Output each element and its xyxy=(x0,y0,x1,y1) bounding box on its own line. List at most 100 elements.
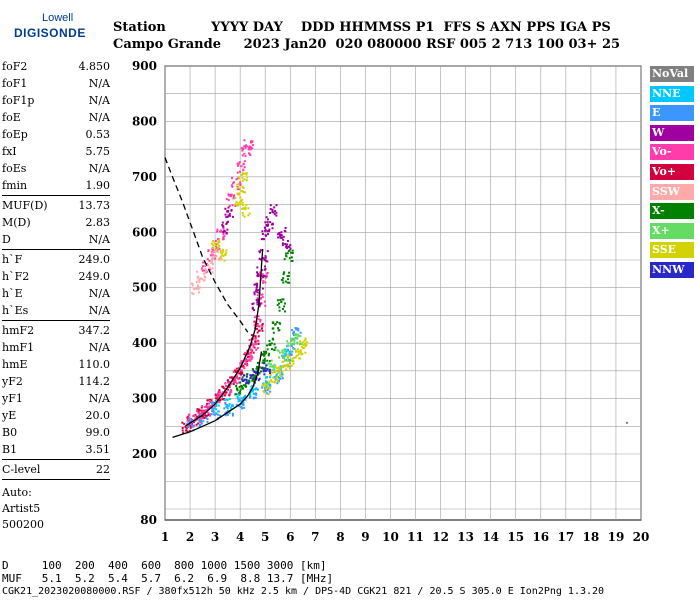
echo-point xyxy=(252,345,255,348)
echo-point xyxy=(288,367,291,370)
echo-point xyxy=(282,238,285,241)
echo-point xyxy=(275,375,278,378)
echo-point xyxy=(222,233,225,236)
echo-point xyxy=(211,257,214,260)
echo-point xyxy=(192,292,195,295)
echo-point xyxy=(215,408,218,411)
echo-point xyxy=(241,211,244,214)
echo-point xyxy=(252,388,255,391)
param-row: foF1 N/A xyxy=(2,75,110,92)
echo-point xyxy=(291,252,294,255)
echo-point xyxy=(235,374,238,377)
echo-point xyxy=(238,177,241,180)
echo-point xyxy=(225,232,228,235)
echo-point xyxy=(264,275,267,278)
param-row: h`F2 249.0 xyxy=(2,268,110,285)
echo-point xyxy=(290,343,293,346)
echo-point xyxy=(295,333,298,336)
echo-point xyxy=(281,308,284,311)
echo-point xyxy=(236,171,239,174)
echo-point xyxy=(281,360,284,363)
echo-point xyxy=(280,231,283,234)
x-tick-label: 7 xyxy=(311,530,319,544)
echo-point xyxy=(210,399,213,402)
echo-point xyxy=(212,248,215,251)
echo-point xyxy=(243,406,246,409)
echo-point xyxy=(241,177,244,180)
param-value: N/A xyxy=(88,233,110,246)
echo-point xyxy=(269,344,272,347)
echo-point xyxy=(218,257,221,260)
echo-point xyxy=(264,387,267,390)
param-key: fxI xyxy=(2,145,17,158)
echo-point xyxy=(266,381,269,384)
echo-point xyxy=(207,412,210,415)
param-key: foE xyxy=(2,111,21,124)
echo-point xyxy=(199,277,202,280)
echo-point xyxy=(268,359,271,362)
echo-point xyxy=(237,164,240,167)
echo-point xyxy=(252,396,255,399)
echo-point xyxy=(201,269,204,272)
echo-point xyxy=(283,365,286,368)
echo-point xyxy=(239,181,242,184)
echo-point xyxy=(215,255,218,258)
echo-point xyxy=(284,230,287,233)
echo-point xyxy=(231,403,234,406)
echo-point xyxy=(263,373,266,376)
param-row: yE 20.0 xyxy=(2,407,110,424)
echo-point xyxy=(240,405,243,408)
echo-point xyxy=(245,364,248,367)
echo-point xyxy=(286,239,289,242)
echo-point xyxy=(268,343,271,346)
echo-point xyxy=(232,181,235,184)
echo-point xyxy=(219,249,222,252)
echo-point xyxy=(205,402,208,405)
echo-point xyxy=(241,179,244,182)
echo-point xyxy=(200,267,203,270)
echo-point xyxy=(269,373,272,376)
echo-point xyxy=(227,198,230,201)
echo-point xyxy=(219,251,222,254)
echo-point xyxy=(256,361,259,364)
echo-point xyxy=(228,214,231,217)
echo-point xyxy=(188,419,191,422)
echo-point xyxy=(215,248,218,251)
echo-point xyxy=(277,302,280,305)
echo-point xyxy=(282,273,285,276)
x-tick-label: 5 xyxy=(261,530,269,544)
echo-point xyxy=(258,305,261,308)
param-value: N/A xyxy=(88,162,110,175)
x-tick-label: 9 xyxy=(361,530,369,544)
echo-point xyxy=(286,275,289,278)
echo-point xyxy=(259,271,262,274)
echo-point xyxy=(250,375,253,378)
param-row: yF2 114.2 xyxy=(2,373,110,390)
echo-point xyxy=(295,355,298,358)
echo-point xyxy=(282,298,285,301)
echo-point xyxy=(240,365,243,368)
echo-point xyxy=(294,350,297,353)
legend-entry: Vo- xyxy=(650,144,694,161)
param-value: 249.0 xyxy=(78,253,111,266)
echo-point xyxy=(239,388,242,391)
echo-point xyxy=(246,353,249,356)
echo-point xyxy=(251,306,254,309)
echo-point xyxy=(257,315,260,318)
echo-point xyxy=(271,371,274,374)
echo-point xyxy=(282,277,285,280)
echo-point xyxy=(250,352,253,355)
echo-point xyxy=(266,275,269,278)
echo-point xyxy=(288,281,291,284)
y-tick-label: 600 xyxy=(132,225,157,239)
echo-point xyxy=(276,378,279,381)
echo-point xyxy=(279,322,282,325)
echo-point xyxy=(234,203,237,206)
echo-point xyxy=(284,350,287,353)
echo-point xyxy=(279,377,282,380)
echo-point xyxy=(213,405,216,408)
echo-point xyxy=(209,414,212,417)
echo-point xyxy=(284,353,287,356)
echo-point xyxy=(257,298,260,301)
param-row: hmE 110.0 xyxy=(2,356,110,373)
